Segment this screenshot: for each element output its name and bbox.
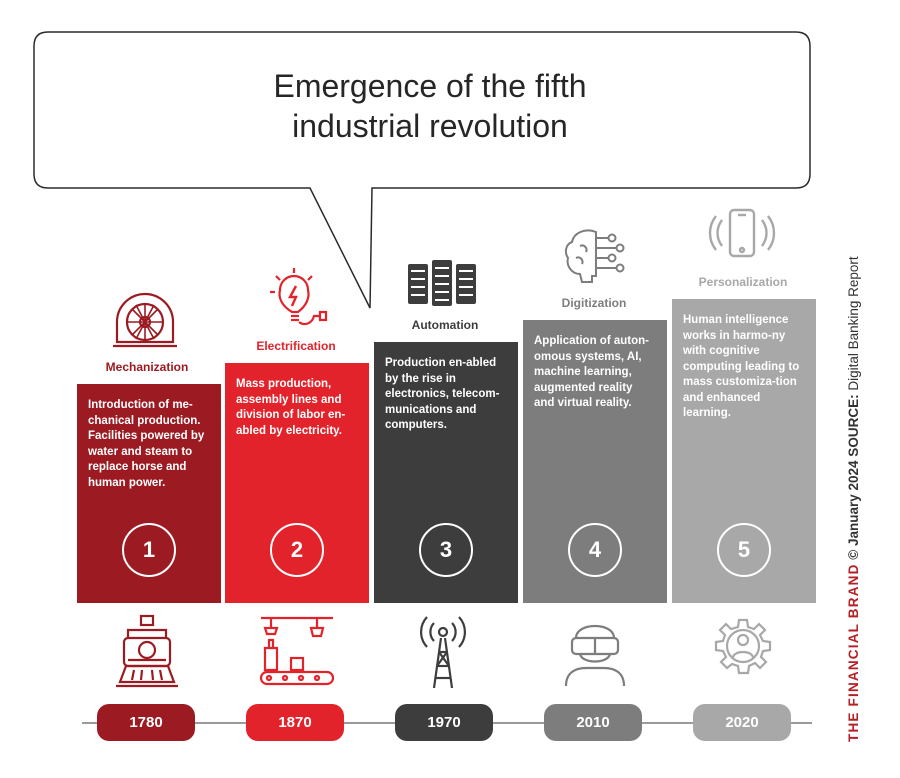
year-pill-2010: 2010 <box>544 704 642 741</box>
era-number-badge: 4 <box>568 523 622 577</box>
year-pill-1970: 1970 <box>395 704 493 741</box>
era-number-badge: 1 <box>122 523 176 577</box>
era-card-4: Application of auton-omous systems, AI, … <box>523 320 667 603</box>
assembly-line-icon <box>259 616 335 686</box>
smartphone-icon <box>708 208 776 258</box>
era-number-badge: 3 <box>419 523 473 577</box>
year-pill-1780: 1780 <box>97 704 195 741</box>
title-line-1: Emergence of the fifth <box>273 68 587 104</box>
server-rack-icon <box>408 260 476 306</box>
era-description: Mass production, assembly lines and divi… <box>236 378 346 437</box>
source-credit: THE FINANCIAL BRAND © January 2024 SOURC… <box>846 202 861 742</box>
page-title: Emergence of the fifth industrial revolu… <box>150 66 710 146</box>
era-card-5: Human intelligence works in harmo-ny wit… <box>672 299 816 603</box>
era-card-2: Mass production, assembly lines and divi… <box>225 363 369 603</box>
era-number-badge: 2 <box>270 523 324 577</box>
turbine-icon <box>113 292 177 348</box>
era-card-1: Introduction of me-chanical production. … <box>77 384 221 603</box>
source-label: SOURCE: <box>846 394 861 457</box>
era-label-personalization: Personalization <box>698 275 788 289</box>
era-description: Human intelligence works in harmo-ny wit… <box>683 314 800 419</box>
radio-tower-icon <box>420 616 466 689</box>
source-name: Digital Banking Report <box>846 256 861 395</box>
gear-person-icon <box>714 618 772 675</box>
era-card-3: Production en-abled by the rise in elect… <box>374 342 518 603</box>
era-description: Introduction of me-chanical production. … <box>88 399 205 489</box>
era-label-digitization: Digitization <box>561 296 627 310</box>
era-label-mechanization: Mechanization <box>105 360 189 374</box>
credit-date: © January 2024 <box>846 456 861 564</box>
year-pill-2020: 2020 <box>693 704 791 741</box>
era-label-electrification: Electrification <box>256 339 336 353</box>
ai-brain-icon <box>564 229 625 283</box>
vr-headset-person-icon <box>564 625 626 687</box>
title-line-2: industrial revolution <box>292 108 568 144</box>
steam-locomotive-icon <box>116 614 178 688</box>
era-description: Application of auton-omous systems, AI, … <box>534 335 649 409</box>
light-bulb-icon <box>270 268 328 326</box>
era-description: Production en-abled by the rise in elect… <box>385 357 500 431</box>
era-number-badge: 5 <box>717 523 771 577</box>
brand-name: THE FINANCIAL BRAND <box>846 563 861 742</box>
era-label-automation: Automation <box>411 318 479 332</box>
year-pill-1870: 1870 <box>246 704 344 741</box>
